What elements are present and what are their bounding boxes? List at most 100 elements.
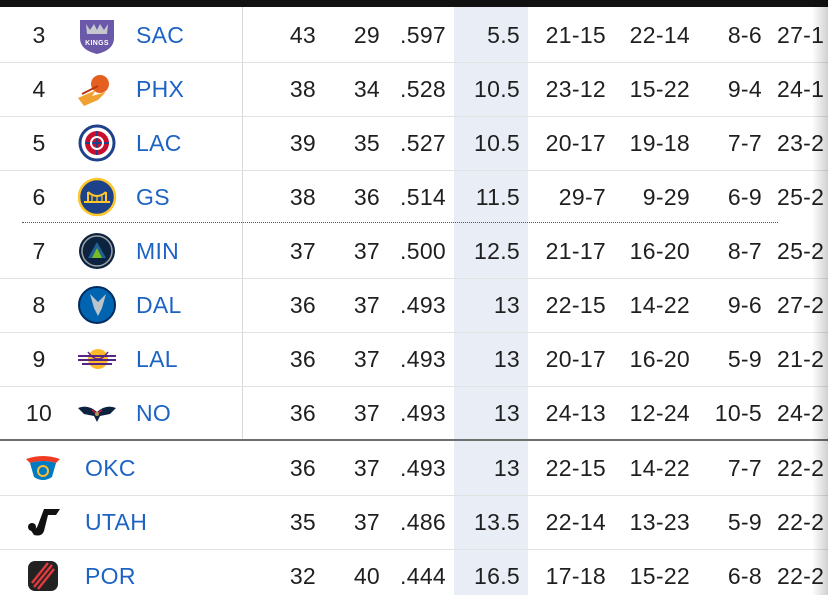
team-link[interactable]: OKC	[85, 455, 136, 481]
losses-cell: 35	[353, 130, 380, 156]
table-row[interactable]: 8 DAL 36 37 .493 13 22-15 14-22 9-6 27-2	[0, 278, 828, 332]
away-record-cell: 14-22	[629, 455, 690, 481]
home-record-cell: 29-7	[558, 184, 606, 210]
lac-logo-icon	[78, 124, 116, 162]
games-behind-cell: 13.5	[474, 509, 520, 535]
team-link[interactable]: POR	[85, 563, 136, 589]
wins-cell: 37	[289, 238, 316, 264]
home-record-cell: 21-17	[545, 238, 606, 264]
play-in-cutoff-line	[0, 439, 828, 441]
team-link[interactable]: NO	[136, 400, 172, 426]
dal-logo-icon	[78, 286, 116, 324]
record-cell-truncated: 27-2	[777, 292, 825, 318]
row-divider	[0, 386, 828, 387]
team-link[interactable]: SAC	[136, 22, 185, 48]
record-cell-truncated: 21-2	[777, 346, 825, 372]
table-row[interactable]: 4 PHX 38 34 .528 10.5 23-12 15-22 9-4 24…	[0, 62, 828, 116]
table-row[interactable]: POR 32 40 .444 16.5 17-18 15-22 6-8 22-2	[0, 549, 828, 603]
losses-cell: 37	[353, 509, 380, 535]
losses-cell: 37	[353, 346, 380, 372]
record-cell-truncated: 22-2	[777, 509, 825, 535]
rank-cell: 4	[32, 76, 46, 102]
games-behind-cell: 10.5	[474, 76, 520, 102]
sac-logo-text: KINGS	[85, 40, 109, 47]
wins-cell: 32	[289, 563, 316, 589]
team-link[interactable]: GS	[136, 184, 170, 210]
away-record-cell: 13-23	[629, 509, 690, 535]
losses-cell: 29	[353, 22, 380, 48]
home-record-cell: 22-15	[545, 292, 606, 318]
games-behind-cell: 13	[493, 346, 520, 372]
win-pct-cell: .514	[400, 184, 446, 210]
games-behind-cell: 13	[493, 455, 520, 481]
record-cell: 6-8	[727, 563, 762, 589]
team-link[interactable]: MIN	[136, 238, 180, 264]
games-behind-cell: 13	[493, 400, 520, 426]
min-logo-icon	[79, 233, 115, 269]
record-cell-truncated: 23-2	[777, 130, 825, 156]
team-link[interactable]: DAL	[136, 292, 182, 318]
row-divider	[0, 62, 828, 63]
row-divider	[0, 116, 828, 117]
losses-cell: 37	[353, 400, 380, 426]
record-cell: 6-9	[727, 184, 762, 210]
record-cell: 8-6	[727, 22, 762, 48]
win-pct-cell: .493	[400, 400, 446, 426]
record-cell-truncated: 25-2	[777, 238, 825, 264]
losses-cell: 37	[353, 455, 380, 481]
win-pct-cell: .444	[400, 563, 446, 589]
away-record-cell: 12-24	[629, 400, 690, 426]
record-cell: 10-5	[714, 400, 762, 426]
row-divider	[0, 549, 828, 550]
rank-cell: 5	[32, 130, 46, 156]
sac-logo-icon: KINGS	[80, 20, 114, 54]
column-divider	[242, 7, 243, 439]
wins-cell: 43	[289, 22, 316, 48]
record-cell: 7-7	[727, 130, 762, 156]
record-cell-truncated: 24-1	[777, 76, 825, 102]
home-record-cell: 21-15	[545, 22, 606, 48]
wins-cell: 36	[289, 455, 316, 481]
wins-cell: 38	[289, 184, 316, 210]
rank-cell: 6	[32, 184, 46, 210]
away-record-cell: 15-22	[629, 563, 690, 589]
table-row[interactable]: OKC 36 37 .493 13 22-15 14-22 7-7 22-2	[0, 441, 828, 495]
por-logo-icon	[28, 561, 58, 591]
row-divider	[0, 170, 828, 171]
table-row[interactable]: 9 LAL 36 37 .493 13 20-17 16-20 5-9 21-2	[0, 332, 828, 386]
rank-cell: 10	[25, 400, 53, 426]
table-row[interactable]: 5 LAC 39 35 .527 10.5 20-17 19-18 7-7 23…	[0, 116, 828, 170]
games-behind-cell: 11.5	[475, 184, 520, 210]
games-behind-cell: 12.5	[474, 238, 520, 264]
games-behind-cell: 13	[493, 292, 520, 318]
page-edge-shadow	[812, 0, 828, 595]
team-link[interactable]: LAL	[136, 346, 178, 372]
team-link[interactable]: PHX	[136, 76, 185, 102]
rank-cell: 8	[32, 292, 46, 318]
win-pct-cell: .500	[400, 238, 446, 264]
away-record-cell: 14-22	[629, 292, 690, 318]
team-link[interactable]: LAC	[136, 130, 182, 156]
record-cell: 8-7	[727, 238, 762, 264]
row-divider	[0, 278, 828, 279]
home-record-cell: 24-13	[545, 400, 606, 426]
table-row[interactable]: 3 KINGS SAC 43 29 .597 5.5 21-15 22-14 8…	[0, 8, 828, 62]
wins-cell: 38	[289, 76, 316, 102]
table-row[interactable]: 10 NO 36 37 .493 13 24-13 12-24 10-5 24-…	[0, 386, 828, 440]
wins-cell: 36	[289, 292, 316, 318]
record-cell-truncated: 22-2	[777, 563, 825, 589]
win-pct-cell: .527	[400, 130, 446, 156]
losses-cell: 37	[353, 292, 380, 318]
table-row[interactable]: 6 GS 38 36 .514 11.5 29-7 9-29 6-9 25-2	[0, 170, 828, 224]
win-pct-cell: .493	[400, 455, 446, 481]
losses-cell: 40	[353, 563, 380, 589]
wins-cell: 36	[289, 346, 316, 372]
top-edge	[0, 0, 828, 7]
away-record-cell: 16-20	[629, 346, 690, 372]
table-row[interactable]: 7 MIN 37 37 .500 12.5 21-17 16-20 8-7 25…	[0, 224, 828, 278]
team-link[interactable]: UTAH	[85, 509, 148, 535]
table-row[interactable]: UTAH 35 37 .486 13.5 22-14 13-23 5-9 22-…	[0, 495, 828, 549]
okc-logo-icon	[26, 456, 60, 480]
phx-logo-icon	[78, 75, 109, 106]
games-behind-cell: 5.5	[487, 22, 520, 48]
